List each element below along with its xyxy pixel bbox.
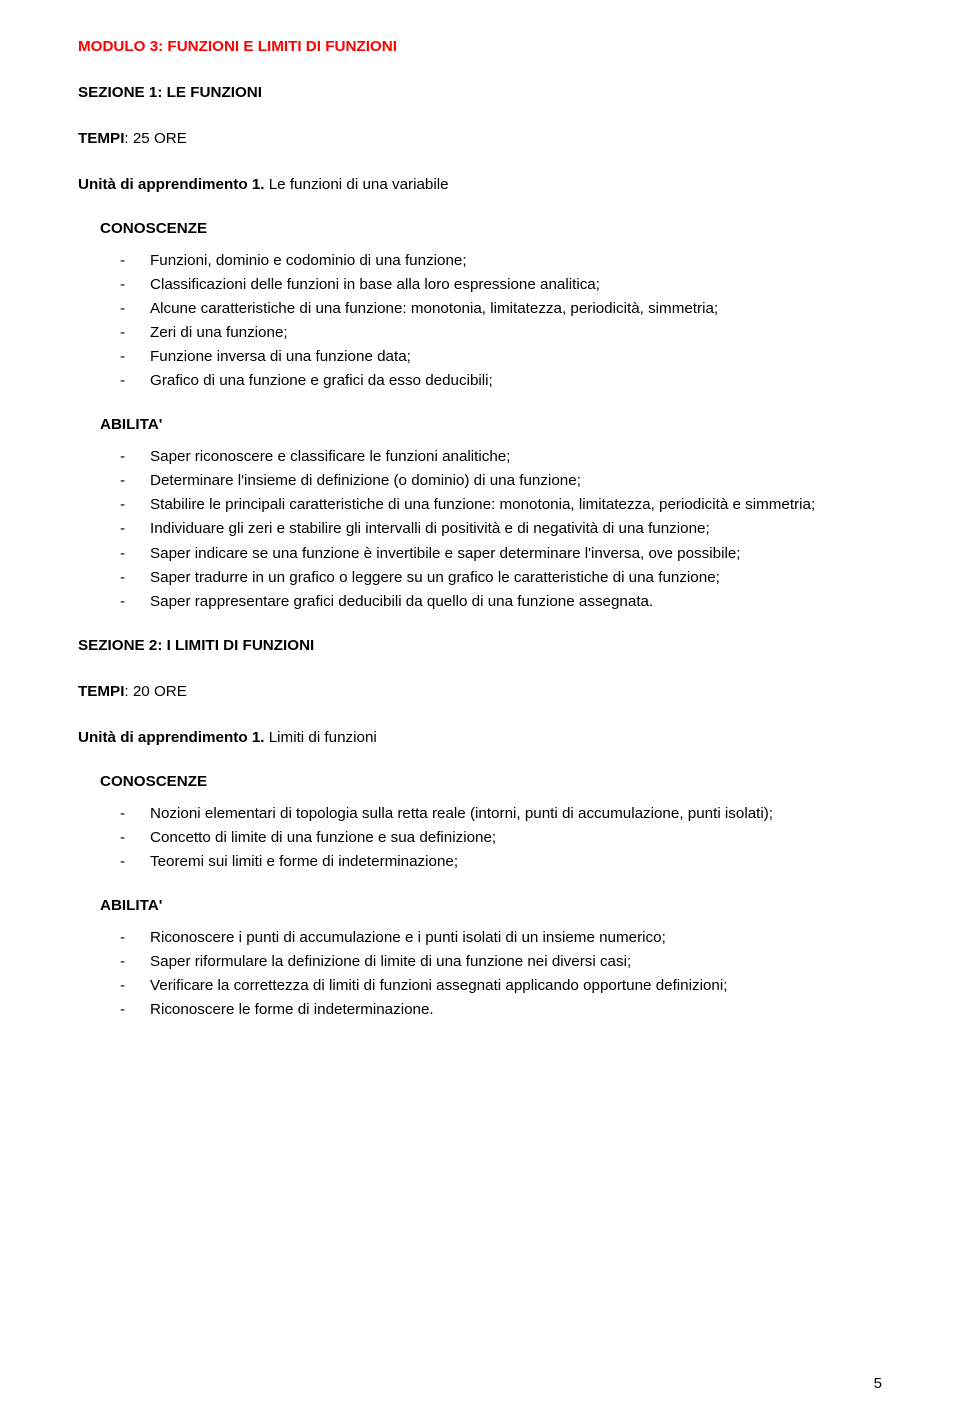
- tempi-label: TEMPI: [78, 130, 124, 147]
- abilita-label: ABILITA': [100, 414, 882, 436]
- sezione1-abilita-list: Saper riconoscere e classificare le funz…: [120, 446, 872, 612]
- list-item: Funzione inversa di una funzione data;: [120, 346, 872, 368]
- abilita-label: ABILITA': [100, 895, 882, 917]
- sezione1-tempi: TEMPI: 25 ORE: [78, 128, 882, 150]
- sezione2-conoscenze-list: Nozioni elementari di topologia sulla re…: [120, 803, 872, 873]
- sezione2-unita-title: Unità di apprendimento 1. Limiti di funz…: [78, 727, 882, 749]
- unita-title-suffix: Limiti di funzioni: [265, 729, 377, 746]
- unita-title-suffix: Le funzioni di una variabile: [265, 176, 449, 193]
- tempi-label: TEMPI: [78, 683, 124, 700]
- list-item: Grafico di una funzione e grafici da ess…: [120, 370, 872, 392]
- list-item: Saper tradurre in un grafico o leggere s…: [120, 567, 872, 589]
- sezione1-unita-title: Unità di apprendimento 1. Le funzioni di…: [78, 174, 882, 196]
- sezione2-tempi: TEMPI: 20 ORE: [78, 681, 882, 703]
- list-item: Classificazioni delle funzioni in base a…: [120, 274, 872, 296]
- list-item: Saper riconoscere e classificare le funz…: [120, 446, 872, 468]
- sezione2-title: SEZIONE 2: I LIMITI DI FUNZIONI: [78, 635, 882, 657]
- tempi-value: : 20 ORE: [124, 683, 186, 700]
- list-item: Teoremi sui limiti e forme di indetermin…: [120, 851, 872, 873]
- tempi-value: : 25 ORE: [124, 130, 186, 147]
- page-number: 5: [874, 1373, 882, 1395]
- list-item: Saper riformulare la definizione di limi…: [120, 951, 872, 973]
- list-item: Individuare gli zeri e stabilire gli int…: [120, 518, 872, 540]
- conoscenze-label: CONOSCENZE: [100, 771, 882, 793]
- list-item: Stabilire le principali caratteristiche …: [120, 494, 872, 516]
- list-item: Alcune caratteristiche di una funzione: …: [120, 298, 872, 320]
- conoscenze-label: CONOSCENZE: [100, 218, 882, 240]
- modulo-title: MODULO 3: FUNZIONI E LIMITI DI FUNZIONI: [78, 36, 882, 58]
- unita-title-text: Unità di apprendimento 1.: [78, 729, 265, 746]
- list-item: Nozioni elementari di topologia sulla re…: [120, 803, 872, 825]
- unita-title-text: Unità di apprendimento 1.: [78, 176, 265, 193]
- list-item: Concetto di limite di una funzione e sua…: [120, 827, 872, 849]
- sezione2-abilita-list: Riconoscere i punti di accumulazione e i…: [120, 927, 872, 1021]
- list-item: Riconoscere i punti di accumulazione e i…: [120, 927, 872, 949]
- list-item: Funzioni, dominio e codominio di una fun…: [120, 250, 872, 272]
- list-item: Saper rappresentare grafici deducibili d…: [120, 591, 872, 613]
- sezione1-conoscenze-list: Funzioni, dominio e codominio di una fun…: [120, 250, 872, 392]
- sezione1-title: SEZIONE 1: LE FUNZIONI: [78, 82, 882, 104]
- list-item: Verificare la correttezza di limiti di f…: [120, 975, 872, 997]
- list-item: Riconoscere le forme di indeterminazione…: [120, 999, 872, 1021]
- list-item: Determinare l'insieme di definizione (o …: [120, 470, 872, 492]
- list-item: Saper indicare se una funzione è inverti…: [120, 543, 872, 565]
- list-item: Zeri di una funzione;: [120, 322, 872, 344]
